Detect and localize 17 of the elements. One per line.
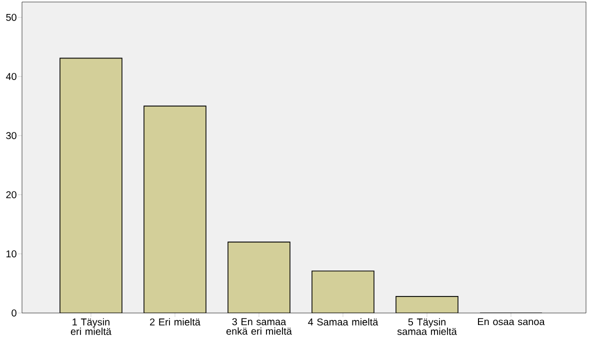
bar (396, 296, 458, 313)
bar (228, 242, 290, 313)
y-tick-label: 40 (6, 72, 16, 80)
bar (312, 271, 374, 313)
bar (60, 58, 122, 313)
y-tick-label: 0 (12, 309, 16, 317)
x-tick-label: 5 Täysin samaa mieltä (397, 318, 457, 335)
x-tick-label: 4 Samaa mieltä (308, 318, 378, 326)
x-tick-label: 3 En samaa enkä eri mieltä (226, 318, 292, 335)
bar (144, 106, 206, 313)
y-tick-label: 10 (6, 250, 16, 258)
x-tick-label: 2 Eri mieltä (150, 318, 200, 326)
x-tick-label: En osaa sanoa (478, 318, 545, 326)
y-tick-label: 50 (6, 14, 16, 21)
y-tick-label: 20 (6, 191, 16, 198)
x-tick-label: 1 Täysin eri mieltä (70, 318, 112, 335)
y-tick-label: 30 (6, 132, 16, 140)
